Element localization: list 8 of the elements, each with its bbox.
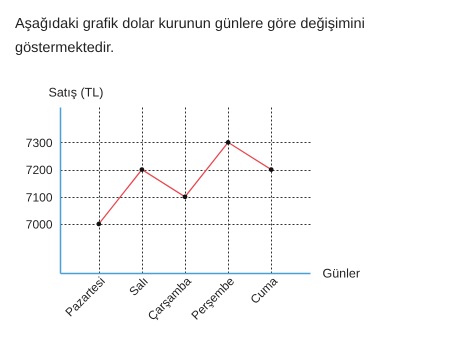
x-axis-title: Günler bbox=[322, 266, 360, 280]
y-tick-label: 7300 bbox=[26, 136, 53, 150]
x-tick-label: Salı bbox=[126, 274, 151, 299]
chart-title: Aşağıdaki grafik dolar kurunun günlere göre değişimini göstermektedir. bbox=[15, 15, 366, 58]
y-axis-title: Satış (TL) bbox=[48, 86, 104, 100]
y-tick-label: 7100 bbox=[26, 190, 53, 204]
y-tick-label: 7000 bbox=[26, 218, 53, 232]
y-tick-label: 7200 bbox=[26, 163, 53, 178]
